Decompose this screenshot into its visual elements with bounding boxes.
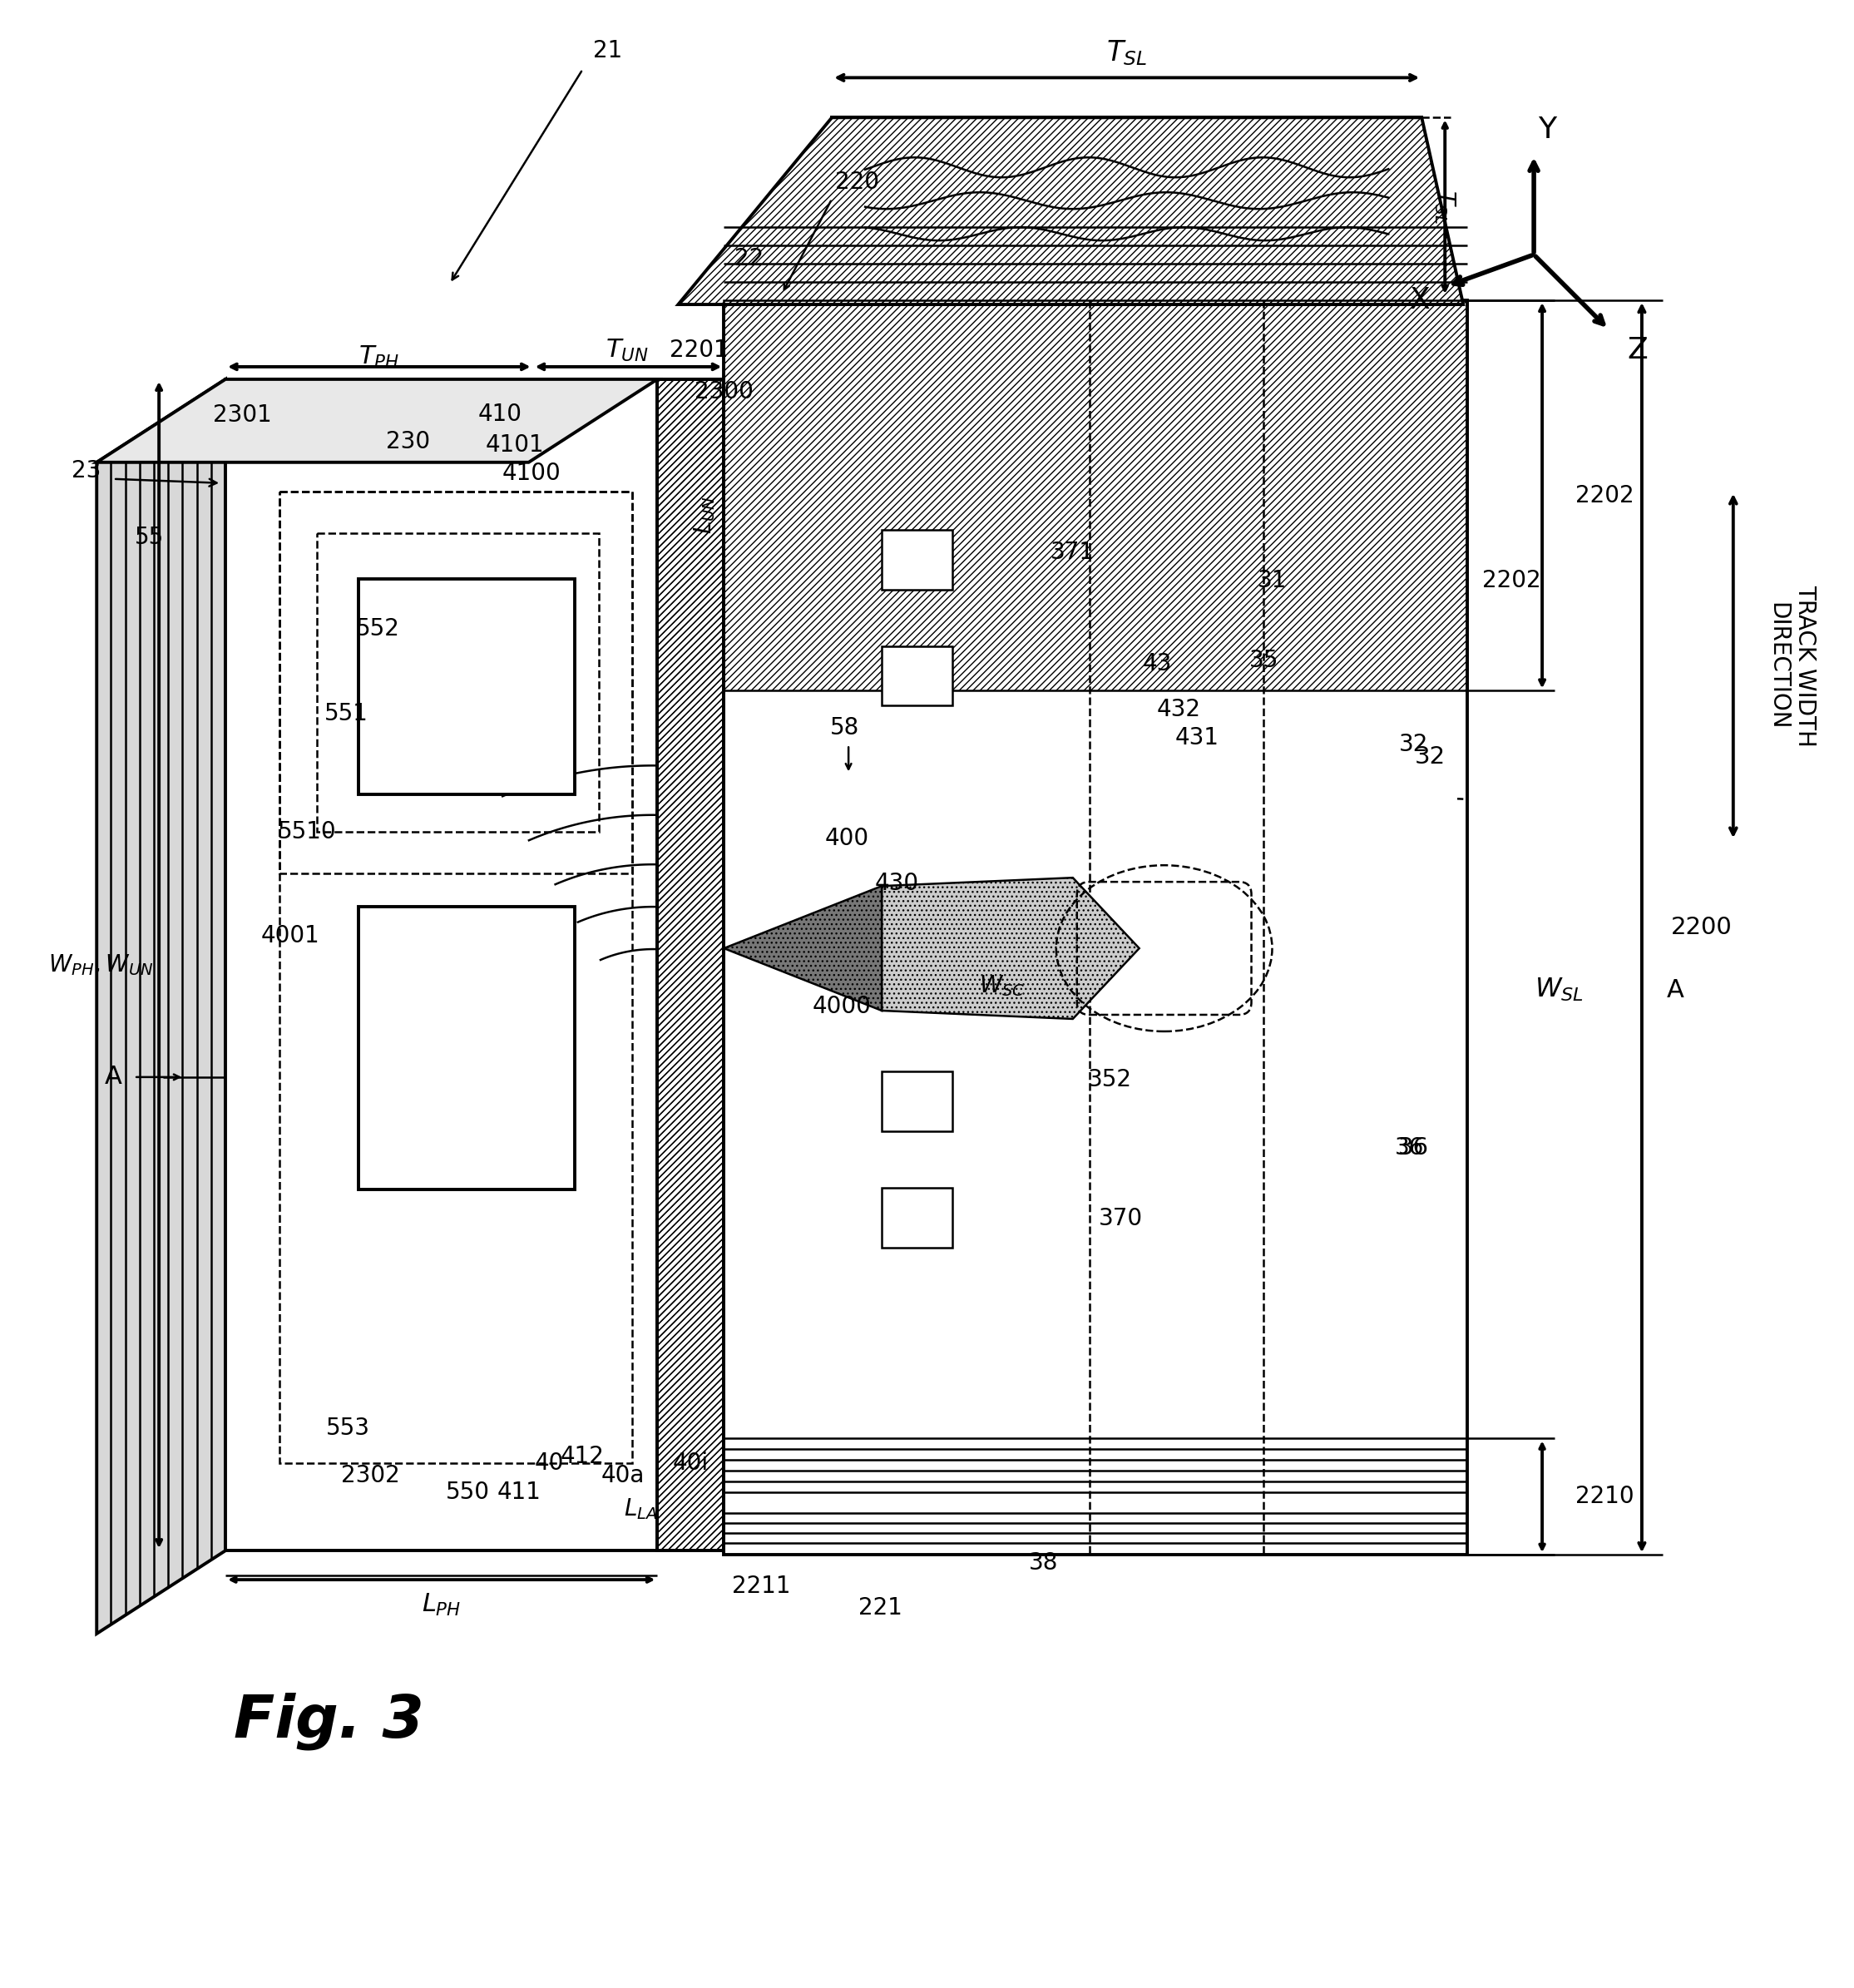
Text: 31: 31 [1257,569,1287,592]
Polygon shape [883,877,1138,1020]
Text: TRACK WIDTH
DIRECTION: TRACK WIDTH DIRECTION [1767,584,1817,747]
Text: $T_{SL}$: $T_{SL}$ [1107,38,1148,68]
Text: 23: 23 [70,459,100,483]
Text: 21: 21 [593,40,623,64]
Text: $W_{SL}$: $W_{SL}$ [1535,976,1583,1004]
Text: 2211: 2211 [732,1574,790,1598]
Text: A: A [1667,978,1683,1002]
Text: 4001: 4001 [261,924,319,948]
Polygon shape [96,380,658,463]
Text: 22: 22 [734,247,764,270]
Bar [883,529,953,588]
Text: 552: 552 [356,616,399,640]
Text: $L_{LA}$: $L_{LA}$ [625,1497,658,1521]
Text: 2202: 2202 [1576,483,1633,507]
Text: 40a: 40a [601,1465,645,1487]
Polygon shape [358,579,575,795]
Text: 371: 371 [1051,541,1096,565]
Polygon shape [723,887,883,1010]
Bar [883,1072,953,1131]
Text: Fig. 3: Fig. 3 [234,1692,425,1749]
Text: 4100: 4100 [502,461,560,485]
Text: 411: 411 [497,1481,541,1505]
Text: 4101: 4101 [486,433,543,457]
Text: 36: 36 [1394,1135,1424,1159]
Text: 5510: 5510 [278,821,336,843]
Text: 4000: 4000 [812,994,871,1018]
Polygon shape [658,380,723,1551]
Text: 2302: 2302 [341,1465,400,1487]
Text: 38: 38 [1029,1551,1059,1574]
Bar [883,646,953,706]
Text: 412: 412 [560,1445,604,1469]
Text: 230: 230 [386,429,430,453]
Text: 370: 370 [1099,1207,1144,1231]
Text: 430: 430 [875,873,920,895]
Polygon shape [358,907,575,1189]
Text: 2200: 2200 [1670,916,1732,938]
Text: 221: 221 [858,1596,903,1620]
Polygon shape [723,300,1467,1555]
Text: Z: Z [1628,336,1648,364]
Polygon shape [679,117,1463,304]
Text: $T_{PH}$: $T_{PH}$ [360,344,399,370]
Text: 553: 553 [326,1417,371,1439]
Text: 40i: 40i [673,1451,708,1475]
Text: 431: 431 [1175,726,1220,749]
Text: 410: 410 [478,402,521,425]
Text: Y: Y [1539,115,1556,145]
Text: 40: 40 [534,1451,564,1475]
Polygon shape [832,117,1422,296]
Text: 36: 36 [1398,1135,1429,1159]
Text: $W_{SC}$: $W_{SC}$ [979,974,1025,998]
Text: $T_{UN}$: $T_{UN}$ [604,338,649,364]
Text: 2201: 2201 [669,338,729,362]
Text: 550: 550 [447,1481,489,1505]
Text: 432: 432 [1157,698,1201,722]
Text: 220: 220 [834,171,879,195]
Text: $L_{PH}$: $L_{PH}$ [421,1592,462,1618]
Text: 35: 35 [1250,648,1279,672]
Text: $L_{UN}$: $L_{UN}$ [692,495,717,533]
Text: 32: 32 [1398,734,1428,755]
Text: X: X [1409,286,1429,314]
Text: 58: 58 [831,716,858,740]
Polygon shape [226,380,658,1551]
Text: 2202: 2202 [1481,569,1541,592]
Text: A: A [104,1066,122,1089]
Polygon shape [96,380,226,1634]
Text: 55: 55 [133,525,163,549]
Text: 2210: 2210 [1576,1485,1633,1509]
Text: 2301: 2301 [213,404,271,427]
Text: 2300: 2300 [695,380,753,404]
Text: 32: 32 [1415,746,1446,769]
Bar [883,1187,953,1246]
Text: $W_{PH},W_{UN}$: $W_{PH},W_{UN}$ [48,952,154,978]
Text: 551: 551 [324,702,367,726]
Text: 400: 400 [825,827,870,851]
Text: 352: 352 [1088,1068,1133,1091]
Text: 43: 43 [1142,652,1172,676]
Text: $T_{SL}$: $T_{SL}$ [1433,189,1457,223]
